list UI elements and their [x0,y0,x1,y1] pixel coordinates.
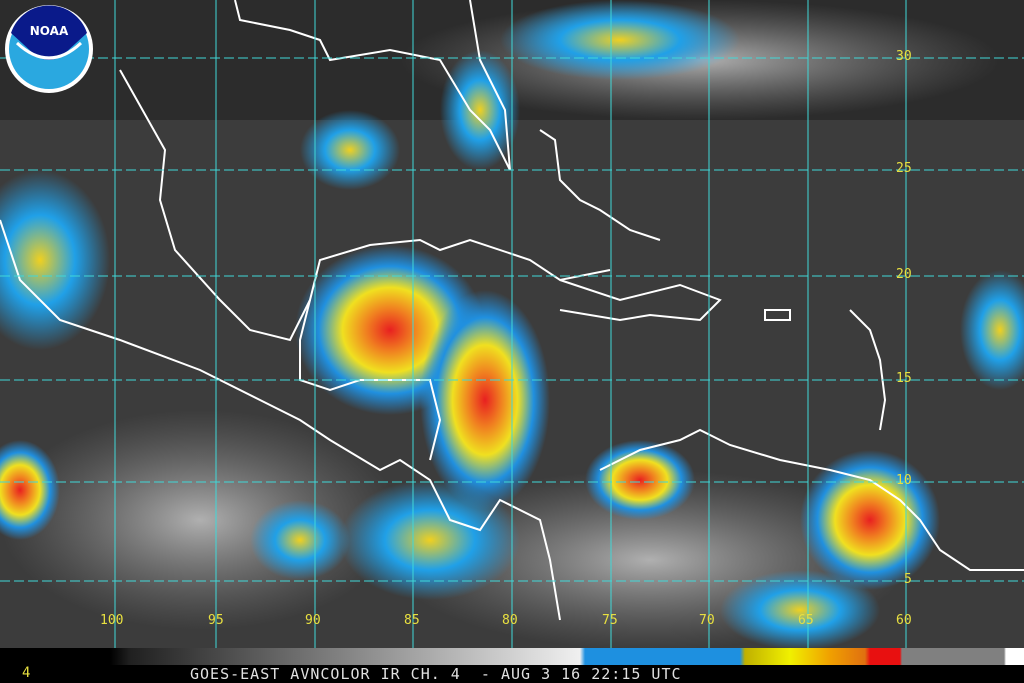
lat-label: 5 [904,572,912,587]
storm-system [500,0,740,80]
storm-system [440,50,520,170]
lon-label: 85 [404,613,420,628]
lat-label: 10 [896,473,912,488]
storm-system [250,500,350,580]
storm-system [0,170,110,350]
lat-label: 25 [896,161,912,176]
image-title: GOES-EAST AVNCOLOR IR CH. 4 - AUG 3 16 2… [190,665,682,683]
image-caption-bar: 4 GOES-EAST AVNCOLOR IR CH. 4 - AUG 3 16… [0,665,1024,683]
storm-system [800,450,940,590]
lon-label: 100 [100,613,124,628]
lon-label: 60 [896,613,912,628]
lon-label: 65 [798,613,814,628]
lat-lon-grid [0,0,1024,648]
storm-system [420,290,550,510]
coastlines [0,0,1024,621]
storm-system [960,270,1024,390]
storm-system [585,440,695,520]
storm-system [0,440,60,540]
lon-label: 70 [699,613,715,628]
lat-label: 30 [896,49,912,64]
channel-number: 4 [22,665,31,681]
lat-label: 15 [896,371,912,386]
storm-system [720,570,880,648]
lon-label: 80 [502,613,518,628]
lon-label: 90 [305,613,321,628]
lon-label: 75 [602,613,618,628]
temperature-color-scale [0,648,1024,665]
svg-text:NOAA: NOAA [30,24,69,38]
lon-label: 95 [208,613,224,628]
noaa-logo: NOAA [5,5,93,93]
lat-label: 20 [896,267,912,282]
storm-system [340,480,520,600]
